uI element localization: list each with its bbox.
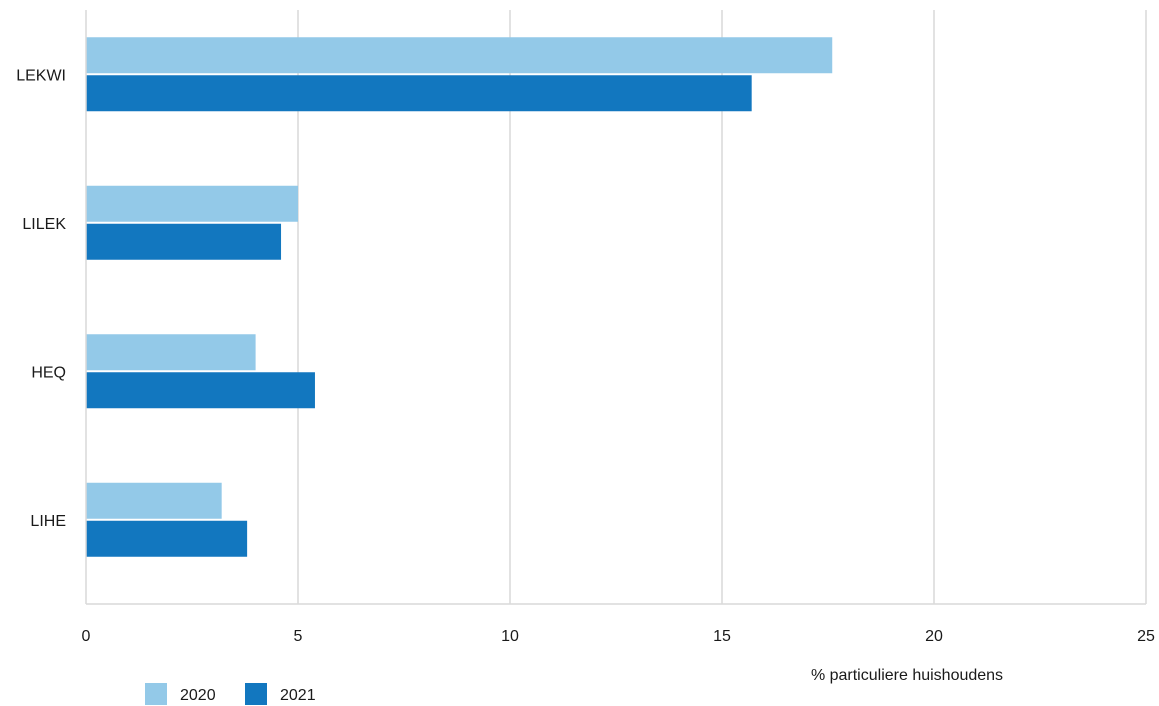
category-label: LEKWI <box>16 67 66 84</box>
category-label: LILEK <box>22 216 66 233</box>
legend-swatch-2021 <box>245 683 267 705</box>
legend: 2020 2021 <box>145 683 316 705</box>
category-labels: LEKWI LILEK HEQ LIHE <box>16 67 66 530</box>
x-tick-label: 20 <box>925 628 943 645</box>
category-label: HEQ <box>31 364 66 381</box>
bar-2021-lekwi <box>86 75 752 112</box>
x-tick-label: 5 <box>294 628 303 645</box>
x-axis-title: % particuliere huishoudens <box>811 667 1003 684</box>
x-tick-label: 0 <box>82 628 91 645</box>
bars <box>86 37 833 557</box>
category-label: LIHE <box>30 513 66 530</box>
bar-2021-heq <box>86 372 315 409</box>
bar-2020-lilek <box>86 185 298 222</box>
legend-label: 2020 <box>180 687 216 704</box>
bar-2021-lihe <box>86 520 248 557</box>
legend-swatch-2020 <box>145 683 167 705</box>
x-tick-label: 25 <box>1137 628 1155 645</box>
bar-2020-lihe <box>86 482 222 519</box>
bar-2020-heq <box>86 334 256 371</box>
bar-2021-lilek <box>86 223 282 260</box>
x-tick-label: 10 <box>501 628 519 645</box>
bar-2020-lekwi <box>86 37 833 74</box>
x-tick-labels: 0 5 10 15 20 25 <box>82 628 1155 645</box>
legend-label: 2021 <box>280 687 316 704</box>
x-tick-label: 15 <box>713 628 731 645</box>
